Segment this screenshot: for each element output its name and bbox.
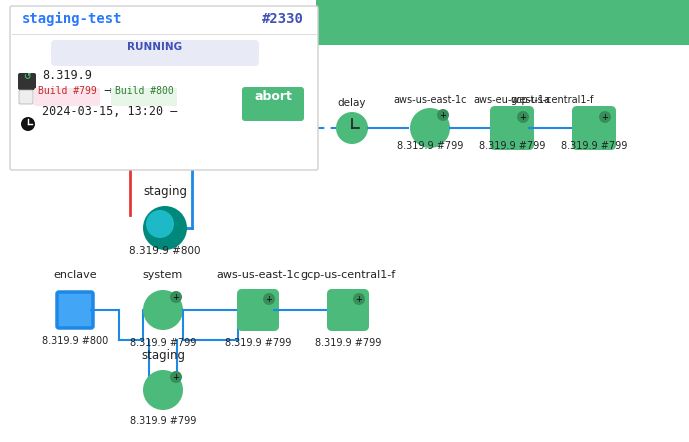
FancyBboxPatch shape	[19, 90, 33, 104]
Circle shape	[146, 210, 174, 238]
Text: abort: abort	[254, 90, 292, 103]
Text: 8.319.9 #799: 8.319.9 #799	[479, 141, 545, 151]
Circle shape	[143, 370, 183, 410]
FancyBboxPatch shape	[111, 88, 177, 106]
FancyBboxPatch shape	[572, 106, 616, 150]
FancyBboxPatch shape	[316, 0, 689, 45]
FancyBboxPatch shape	[242, 87, 304, 121]
Circle shape	[143, 206, 187, 250]
Circle shape	[353, 293, 365, 305]
Text: system: system	[143, 270, 183, 280]
Text: enclave: enclave	[53, 270, 97, 280]
Text: 8.319.9 #799: 8.319.9 #799	[130, 338, 196, 348]
Text: +: +	[440, 110, 446, 119]
Circle shape	[170, 291, 182, 303]
Circle shape	[336, 112, 368, 144]
Text: +: +	[172, 293, 179, 301]
FancyBboxPatch shape	[237, 289, 279, 331]
Circle shape	[143, 290, 183, 330]
Text: +: +	[601, 113, 608, 122]
Text: +: +	[520, 113, 526, 122]
Circle shape	[517, 111, 529, 123]
Circle shape	[21, 117, 35, 131]
Text: aws-eu-west-1a: aws-eu-west-1a	[473, 95, 551, 105]
FancyBboxPatch shape	[10, 6, 318, 170]
Text: +: +	[356, 294, 362, 304]
Text: +: +	[172, 373, 179, 381]
Text: staging-test: staging-test	[22, 12, 123, 26]
Text: 8.319.9 #800: 8.319.9 #800	[130, 246, 200, 256]
Text: 8.319.9: 8.319.9	[42, 69, 92, 82]
Circle shape	[410, 108, 450, 148]
Circle shape	[170, 371, 182, 383]
Text: 8.319.9 #799: 8.319.9 #799	[561, 141, 627, 151]
FancyBboxPatch shape	[57, 292, 93, 328]
Text: staging: staging	[143, 185, 187, 198]
Text: staging: staging	[141, 349, 185, 362]
Text: #2330: #2330	[262, 12, 304, 26]
Text: →: →	[103, 86, 112, 96]
FancyBboxPatch shape	[18, 73, 36, 90]
Text: delay: delay	[338, 98, 367, 108]
Text: 8.319.9 #800: 8.319.9 #800	[42, 336, 108, 346]
Text: aws-us-east-1c: aws-us-east-1c	[393, 95, 466, 105]
FancyBboxPatch shape	[34, 88, 100, 106]
Text: Build #800: Build #800	[114, 86, 174, 96]
Text: 2024-03-15, 13:20 –: 2024-03-15, 13:20 –	[42, 105, 177, 118]
Text: ↺: ↺	[23, 72, 31, 81]
Text: RUNNING: RUNNING	[127, 42, 183, 52]
FancyBboxPatch shape	[490, 106, 534, 150]
Text: gcp-us-central1-f: gcp-us-central1-f	[300, 270, 395, 280]
Text: 8.319.9 #799: 8.319.9 #799	[315, 338, 381, 348]
Text: 8.319.9 #799: 8.319.9 #799	[225, 338, 291, 348]
FancyBboxPatch shape	[51, 40, 259, 66]
Circle shape	[263, 293, 275, 305]
Circle shape	[599, 111, 611, 123]
Text: 8.319.9 #799: 8.319.9 #799	[397, 141, 463, 151]
Text: +: +	[265, 294, 272, 304]
Text: 8.319.9 #799: 8.319.9 #799	[130, 416, 196, 426]
Text: gcp-us-central1-f: gcp-us-central1-f	[511, 95, 594, 105]
Text: aws-us-east-1c: aws-us-east-1c	[216, 270, 300, 280]
Circle shape	[437, 109, 449, 121]
FancyBboxPatch shape	[327, 289, 369, 331]
Text: Build #799: Build #799	[38, 86, 96, 96]
